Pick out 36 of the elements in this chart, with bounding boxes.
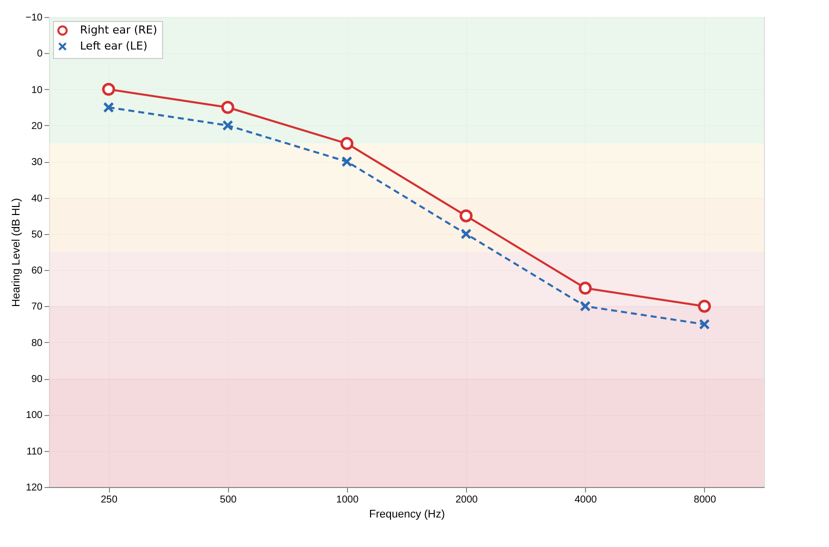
- y-tick-label: 80: [31, 338, 43, 349]
- y-tick-label: 50: [31, 229, 43, 240]
- point: [578, 282, 592, 295]
- point: [580, 300, 591, 312]
- y-tick-label: 60: [31, 266, 43, 277]
- point: [103, 102, 114, 113]
- x-tick-label: 4000: [574, 494, 598, 506]
- y-tick-label: 120: [26, 482, 43, 494]
- point: [341, 156, 352, 168]
- point: [698, 318, 710, 330]
- legend-label: Right ear (RE): [80, 24, 158, 36]
- y-tick-label: 40: [31, 193, 43, 204]
- legend-label: Left ear (LE): [80, 40, 148, 52]
- y-tick-label: 90: [31, 374, 43, 386]
- point: [222, 120, 234, 131]
- point: [340, 137, 354, 150]
- point: [460, 228, 472, 240]
- y-tick-label: 0: [36, 48, 43, 60]
- point: [102, 82, 116, 96]
- y-tick-label: 30: [31, 157, 43, 168]
- y-tick-label: 100: [26, 410, 43, 422]
- y-tick-label: 10: [31, 84, 43, 96]
- point: [698, 300, 711, 313]
- y-tick-label: 20: [31, 120, 43, 132]
- point: [460, 209, 473, 222]
- x-tick-label: 250: [100, 494, 118, 506]
- x-axis-title: Frequency (Hz): [369, 508, 445, 520]
- y-axis-title: Hearing Level (dB HL): [10, 198, 23, 307]
- y-tick-label: 110: [26, 446, 43, 458]
- x-tick-label: 8000: [694, 494, 716, 506]
- x-tick-label: 2000: [455, 494, 478, 506]
- point: [221, 100, 234, 114]
- y-tick-label: −10: [26, 12, 43, 24]
- x-tick-label: 500: [220, 494, 238, 506]
- x-tick-label: 1000: [336, 494, 359, 506]
- y-tick-label: 70: [31, 302, 43, 313]
